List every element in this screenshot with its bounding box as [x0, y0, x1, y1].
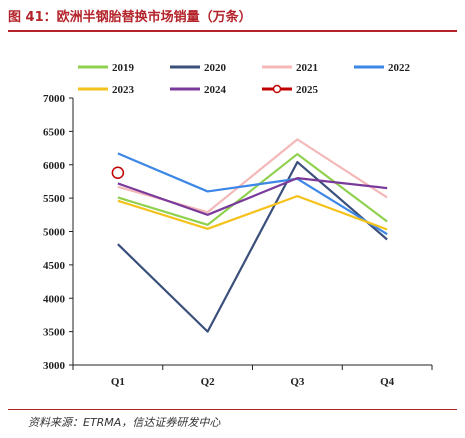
- y-tick-label: 4000: [43, 293, 66, 305]
- y-axis-tick-labels: 3000 3500 4000 4500 5000 5500 6000 6500 7000: [43, 93, 66, 372]
- legend-marker-2025: [272, 84, 282, 94]
- figure-source: 资料来源：ETRMA，信达证券研发中心: [28, 416, 221, 429]
- y-tick-label: 7000: [43, 93, 66, 105]
- series-point-2025: [111, 166, 125, 180]
- chart-axes: [69, 97, 433, 370]
- y-tick-label: 3500: [43, 327, 66, 339]
- legend-label-2019: 2019: [112, 62, 135, 74]
- series-line-2024: [117, 177, 388, 216]
- y-tick-label: 5000: [43, 227, 66, 239]
- figure-title: 图 41：欧洲半钢胎替换市场销量（万条）: [8, 10, 252, 25]
- legend-label-2020: 2020: [204, 62, 227, 74]
- legend-label-2022: 2022: [388, 62, 411, 74]
- legend-label-2025: 2025: [296, 84, 319, 96]
- x-axis-tick-labels: Q1 Q2 Q3 Q4: [111, 376, 395, 388]
- x-tick-label: Q3: [290, 376, 305, 388]
- legend-label-2024: 2024: [204, 84, 227, 96]
- series-line-2023: [117, 195, 388, 231]
- y-tick-label: 6500: [43, 126, 66, 138]
- series-line-2020: [117, 160, 388, 333]
- legend-label-2023: 2023: [112, 84, 135, 96]
- x-tick-label: Q4: [380, 376, 395, 388]
- y-tick-label: 3000: [43, 360, 66, 372]
- chart-series: [111, 138, 388, 333]
- series-line-2021: [117, 138, 388, 214]
- y-tick-label: 5500: [43, 193, 66, 205]
- x-tick-label: Q2: [201, 376, 216, 388]
- series-line-2019: [117, 152, 388, 226]
- x-tick-label: Q1: [111, 376, 125, 388]
- legend-label-2021: 2021: [296, 62, 318, 74]
- series-line-2022: [117, 152, 388, 236]
- chart-legend: 2019 2020 2021 2022 2023 2024 2025: [78, 62, 411, 96]
- y-tick-label: 4500: [43, 260, 66, 272]
- source-divider: [8, 409, 457, 410]
- y-tick-label: 6000: [43, 160, 66, 172]
- title-divider: [8, 30, 457, 32]
